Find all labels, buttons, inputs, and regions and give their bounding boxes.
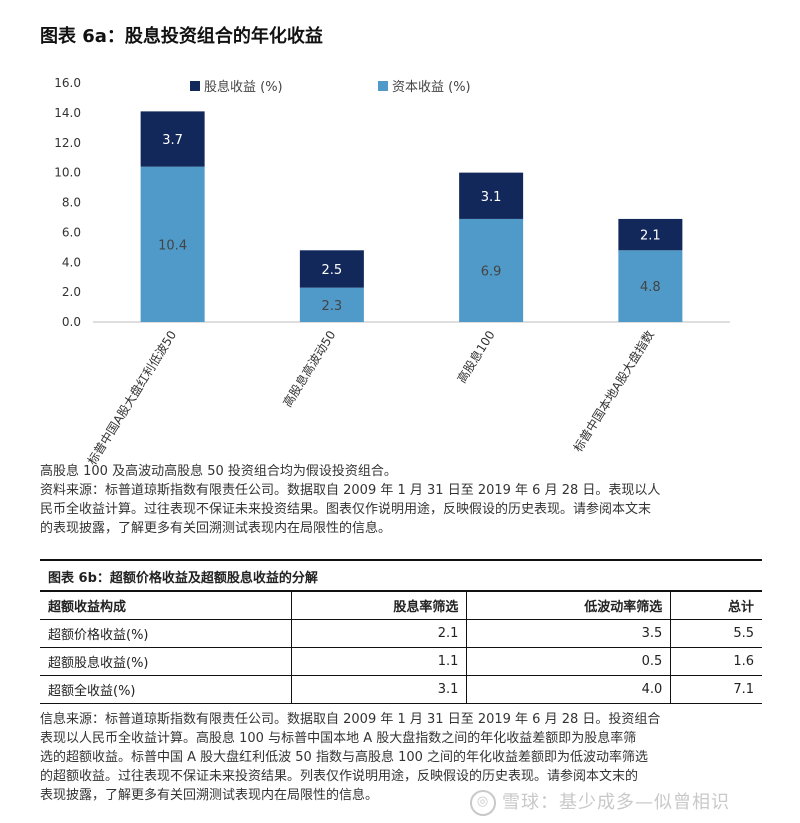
figure-a-title: 图表 6a：股息投资组合的年化收益 (40, 26, 323, 47)
table-cell: 4.0 (466, 675, 671, 704)
excess-return-table: 超额收益构成 股息率筛选 低波动率筛选 总计 超额价格收益(%) 2.1 3.5… (40, 590, 762, 704)
y-tick-label: 6.0 (62, 225, 81, 239)
legend-swatch (378, 81, 388, 91)
bar-value-label: 2.3 (322, 299, 343, 314)
stacked-bar-chart: 0.0 2.0 4.0 6.0 8.0 10.0 12.0 14.0 16.0 10.4 3.7 标普… (54, 76, 730, 468)
watermark-text: 雪球：基少成多—似曾相识 (502, 792, 730, 813)
table-cell: 1.1 (290, 647, 467, 676)
table-cell: 7.1 (670, 675, 762, 704)
legend-label: 资本收益 (%) (392, 80, 471, 95)
header-dividend-screen: 股息率筛选 (290, 590, 467, 620)
bar-value-label: 2.5 (322, 263, 343, 278)
table-row: 超额股息收益(%) 1.1 0.5 1.6 (40, 647, 762, 676)
figure-b-notes: 信息来源：标普道琼斯指数有限责任公司。数据取自 2009 年 1 月 31 日至… (40, 710, 760, 805)
header-low-vol-screen: 低波动率筛选 (466, 590, 671, 620)
table-cell: 5.5 (670, 619, 762, 648)
note-line: 的表现披露，了解更多有关回溯测试表现内在局限性的信息。 (40, 521, 392, 536)
x-category-label: 高股息高波动50 (279, 328, 338, 410)
figure-a-notes: 高股息 100 及高波动高股息 50 投资组合均为假设投资组合。 资料来源：标普… (40, 462, 760, 538)
bar-value-label: 10.4 (158, 238, 187, 253)
row-label: 超额股息收益(%) (40, 647, 291, 676)
bar-value-label: 4.8 (640, 280, 661, 295)
y-tick-label: 8.0 (62, 196, 81, 210)
y-tick-label: 2.0 (62, 285, 81, 299)
x-category-label: 标普中国本地A股大盘指数 (570, 328, 657, 455)
watermark: ◎ 雪球：基少成多—似曾相识 (470, 788, 730, 816)
x-category-label: 标普中国A股大盘红利低波50 (84, 328, 179, 468)
note-line: 民币全收益计算。过往表现不保证未来投资结果。图表仅作说明用途，反映假设的历史表现… (40, 502, 652, 517)
note-line: 选的超额收益。标普中国 A 股大盘红利低波 50 指数与高股息 100 之间的年… (40, 750, 649, 765)
snowball-logo-icon: ◎ (470, 790, 496, 816)
bar-value-label: 3.1 (481, 190, 502, 205)
note-line: 表现以人民币全收益计算。高股息 100 与标普中国本地 A 股大盘指数之间的年化… (40, 731, 637, 746)
bar-value-label: 3.7 (162, 133, 183, 148)
header-total: 总计 (670, 590, 762, 620)
table-header-row: 超额收益构成 股息率筛选 低波动率筛选 总计 (40, 590, 762, 620)
x-category-label: 高股息100 (454, 328, 498, 386)
bar-segment (299, 250, 364, 288)
note-line: 信息来源：标普道琼斯指数有限责任公司。数据取自 2009 年 1 月 31 日至… (40, 712, 661, 727)
note-line: 表现披露，了解更多有关回溯测试表现内在局限性的信息。 (40, 788, 379, 803)
table-cell: 1.6 (670, 647, 762, 676)
note-line: 高股息 100 及高波动高股息 50 投资组合均为假设投资组合。 (40, 464, 397, 479)
bar-value-label: 6.9 (481, 264, 502, 279)
bar-segment (618, 218, 683, 251)
table-row: 超额价格收益(%) 2.1 3.5 5.5 (40, 619, 762, 648)
row-label: 超额价格收益(%) (40, 619, 291, 648)
note-line: 资料来源：标普道琼斯指数有限责任公司。数据取自 2009 年 1 月 31 日至… (40, 483, 661, 498)
bar-segment (618, 250, 683, 322)
y-tick-label: 0.0 (62, 315, 81, 329)
row-label: 超额全收益(%) (40, 675, 291, 704)
y-tick-label: 10.0 (54, 166, 81, 180)
bar-segment (140, 166, 205, 322)
legend-swatch (190, 81, 200, 91)
bar-segment (299, 287, 364, 322)
y-tick-label: 4.0 (62, 255, 81, 269)
table-cell: 0.5 (466, 647, 671, 676)
y-tick-label: 12.0 (54, 136, 81, 150)
y-tick-label: 14.0 (54, 106, 81, 120)
y-tick-label: 16.0 (54, 76, 81, 90)
note-line: 的超额收益。过往表现不保证未来投资结果。列表仅作说明用途，反映假设的历史表现。请… (40, 769, 639, 784)
bar-segment (459, 218, 524, 322)
bar-segment (140, 111, 205, 167)
figure-b-table-block: 图表 6b：超额价格收益及超额股息收益的分解 超额收益构成 股息率筛选 低波动率… (40, 559, 762, 704)
table-cell: 2.1 (290, 619, 467, 648)
bar-value-label: 2.1 (640, 229, 661, 244)
header-component: 超额收益构成 (40, 590, 291, 620)
table-cell: 3.5 (466, 619, 671, 648)
table-row: 超额全收益(%) 3.1 4.0 7.1 (40, 675, 762, 704)
figure-b-title: 图表 6b：超额价格收益及超额股息收益的分解 (40, 559, 762, 590)
bar-segment (459, 172, 524, 219)
legend-label: 股息收益 (%) (204, 79, 283, 95)
table-cell: 3.1 (290, 675, 467, 704)
